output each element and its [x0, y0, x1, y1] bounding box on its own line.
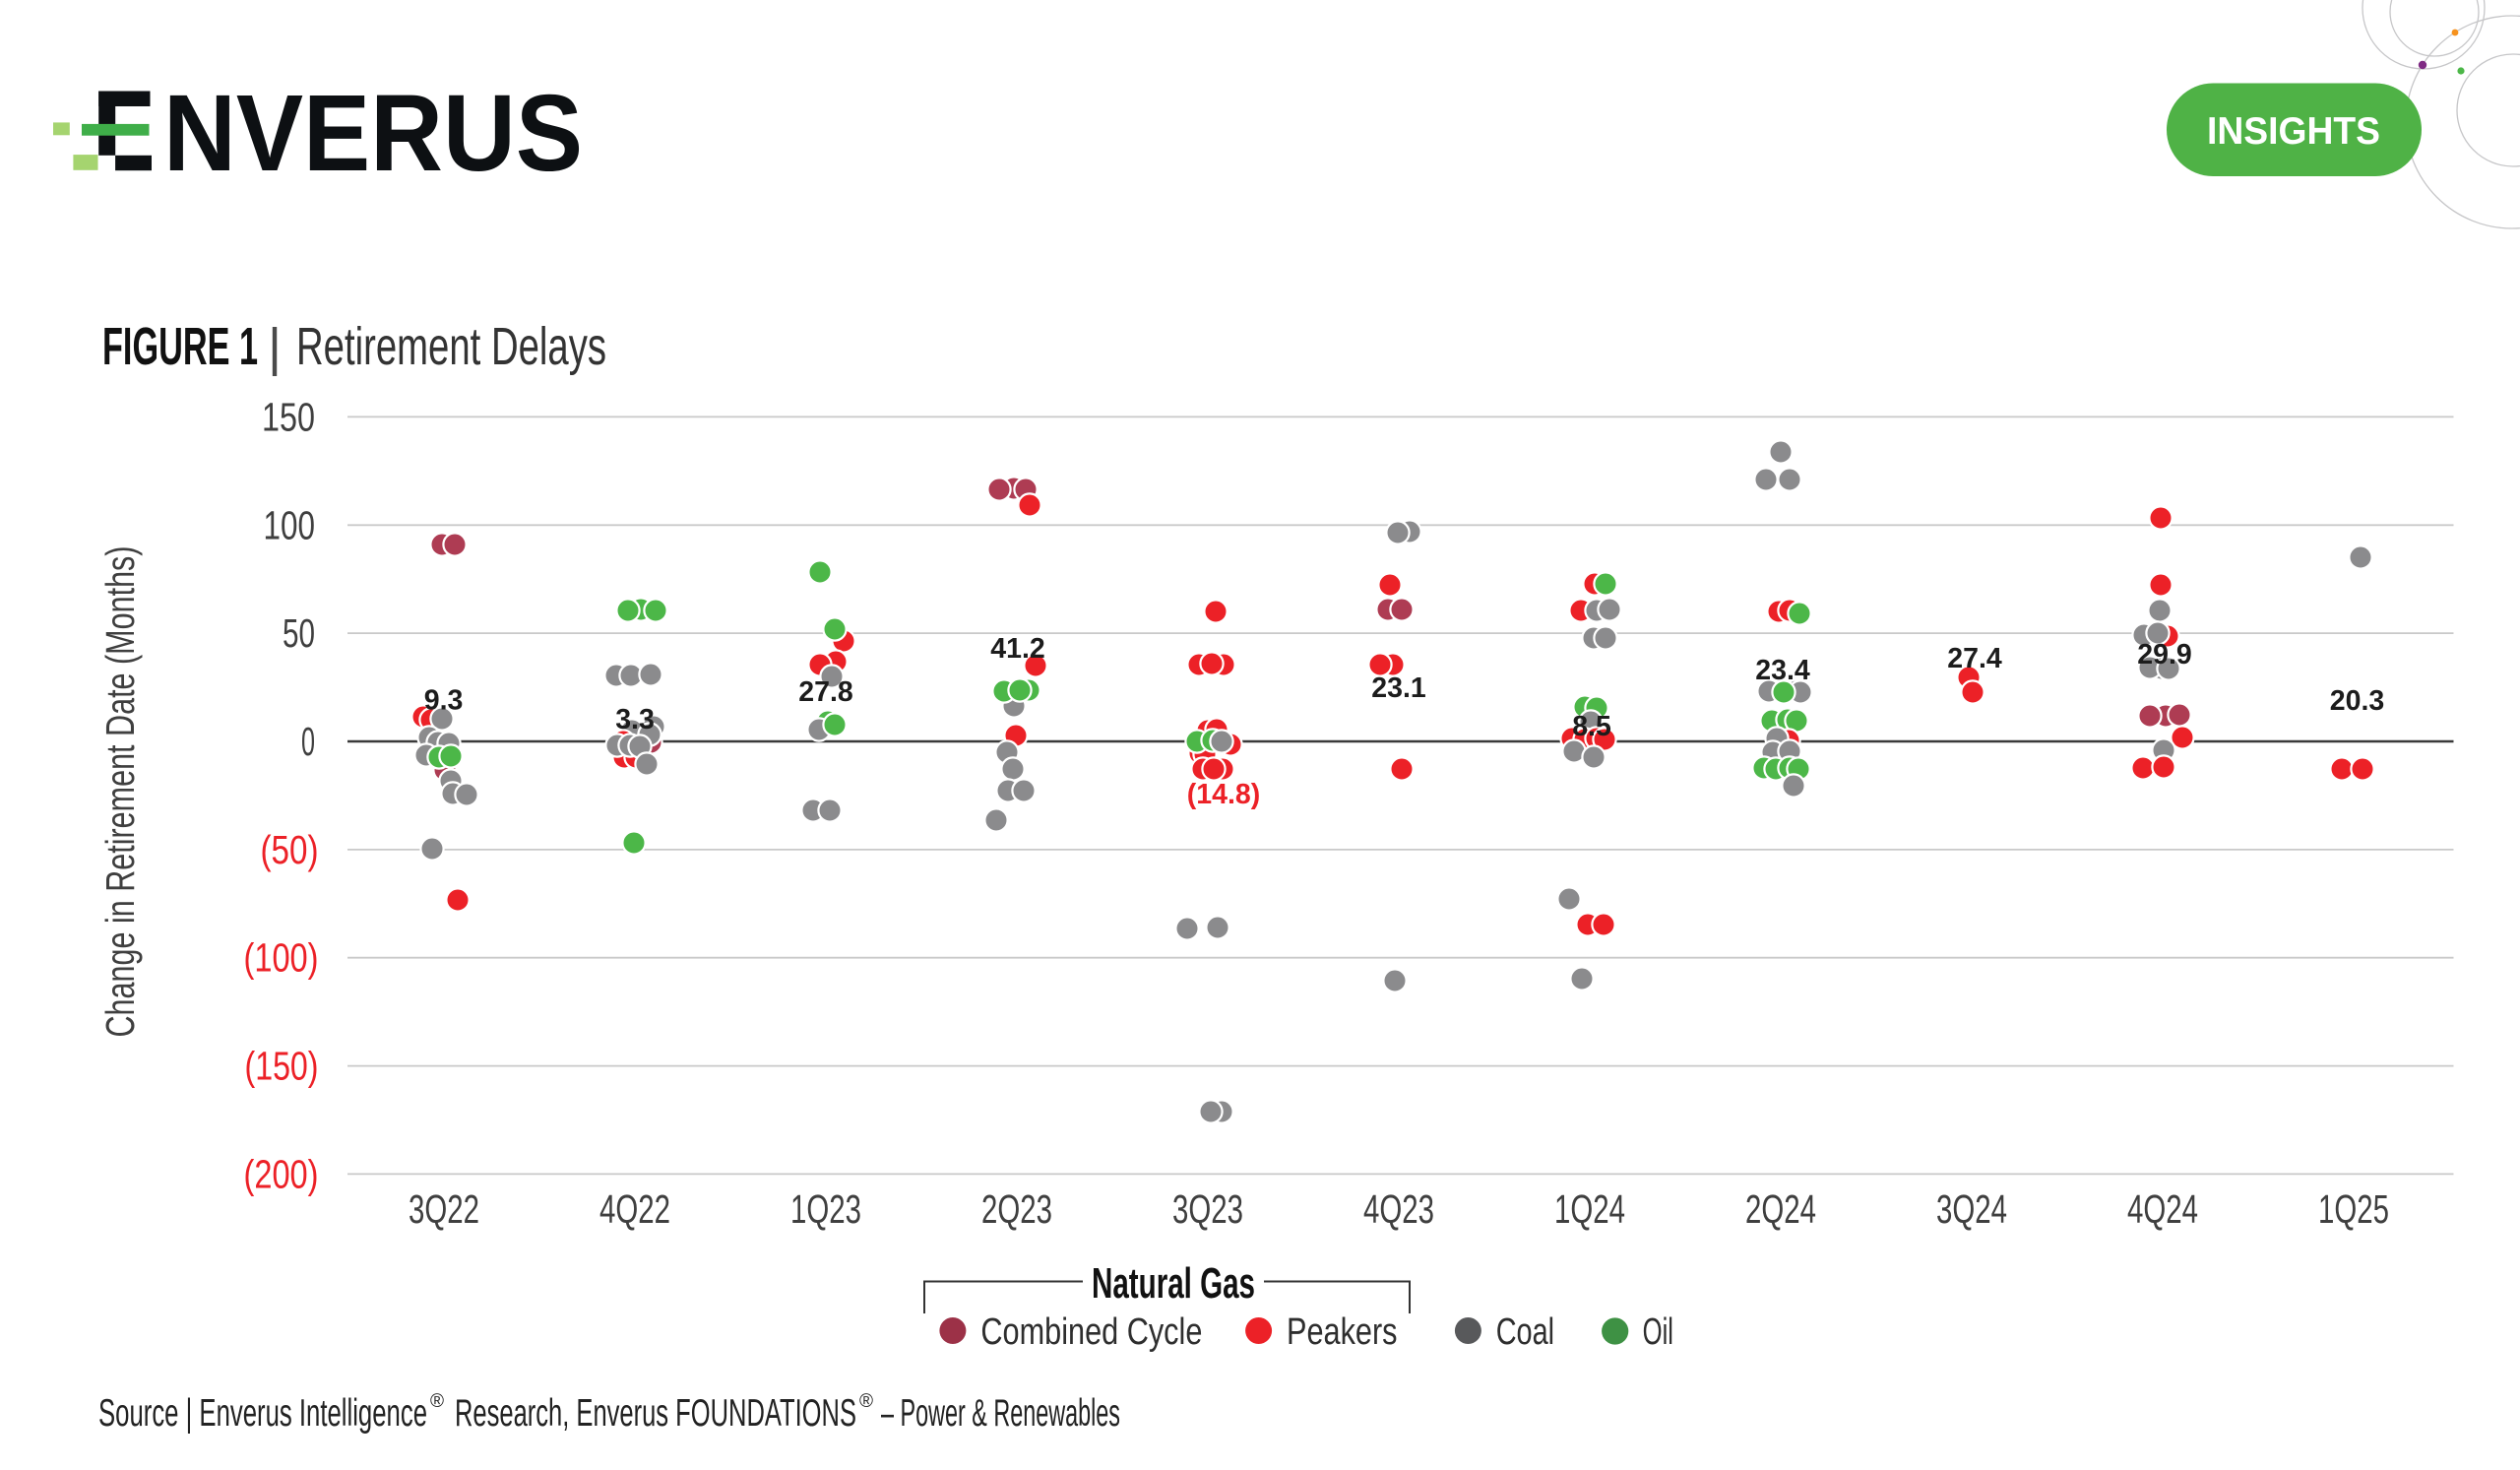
svg-text:23.4: 23.4 [1755, 655, 1810, 686]
svg-text:1Q24: 1Q24 [1554, 1186, 1625, 1232]
svg-text:2Q23: 2Q23 [981, 1186, 1052, 1232]
svg-text:27.4: 27.4 [1947, 643, 2002, 674]
svg-text:8.5: 8.5 [1572, 711, 1611, 742]
svg-text:20.3: 20.3 [2330, 685, 2384, 717]
svg-text:(50): (50) [261, 827, 319, 872]
svg-text:– Power & Renewables: – Power & Renewables [881, 1392, 1120, 1435]
svg-text:Source | Enverus Intelligence: Source | Enverus Intelligence [98, 1392, 427, 1435]
svg-text:41.2: 41.2 [990, 633, 1044, 665]
svg-text:Oil: Oil [1643, 1311, 1673, 1353]
svg-text:Coal: Coal [1496, 1311, 1554, 1353]
svg-text:4Q24: 4Q24 [2127, 1186, 2198, 1232]
svg-text:3Q22: 3Q22 [409, 1186, 479, 1232]
svg-text:3Q23: 3Q23 [1172, 1186, 1243, 1232]
svg-text:Natural Gas: Natural Gas [1092, 1259, 1255, 1308]
svg-text:3.3: 3.3 [615, 704, 655, 735]
svg-text:1Q25: 1Q25 [2318, 1186, 2389, 1232]
svg-text:29.9: 29.9 [2137, 639, 2191, 671]
svg-text:23.1: 23.1 [1371, 672, 1426, 704]
svg-text:NVERUS: NVERUS [163, 73, 583, 194]
svg-text:50: 50 [283, 610, 315, 656]
svg-text:100: 100 [264, 502, 316, 547]
svg-text:®: ® [859, 1391, 873, 1412]
svg-text:|: | [268, 318, 282, 377]
svg-text:INSIGHTS: INSIGHTS [2207, 110, 2380, 153]
svg-text:Retirement Delays: Retirement Delays [296, 317, 606, 376]
svg-text:27.8: 27.8 [798, 676, 852, 708]
svg-text:(14.8): (14.8) [1187, 779, 1260, 810]
svg-text:2Q24: 2Q24 [1745, 1186, 1816, 1232]
svg-text:Change in Retirement Date (Mon: Change in Retirement Date (Months) [97, 546, 143, 1038]
svg-text:®: ® [430, 1391, 444, 1412]
svg-text:FIGURE 1: FIGURE 1 [102, 317, 258, 376]
svg-text:(100): (100) [244, 935, 319, 981]
svg-text:(150): (150) [245, 1044, 319, 1089]
svg-text:4Q22: 4Q22 [599, 1186, 670, 1232]
svg-text:Research, Enverus FOUNDATIONS: Research, Enverus FOUNDATIONS [455, 1392, 856, 1435]
svg-text:150: 150 [262, 394, 315, 439]
svg-text:3Q24: 3Q24 [1936, 1186, 2007, 1232]
svg-text:9.3: 9.3 [424, 685, 464, 717]
svg-text:1Q23: 1Q23 [790, 1186, 861, 1232]
svg-text:Peakers: Peakers [1287, 1311, 1398, 1353]
svg-text:(200): (200) [244, 1151, 319, 1196]
svg-text:0: 0 [301, 719, 315, 764]
svg-text:Combined Cycle: Combined Cycle [980, 1311, 1202, 1353]
svg-text:4Q23: 4Q23 [1363, 1186, 1434, 1232]
